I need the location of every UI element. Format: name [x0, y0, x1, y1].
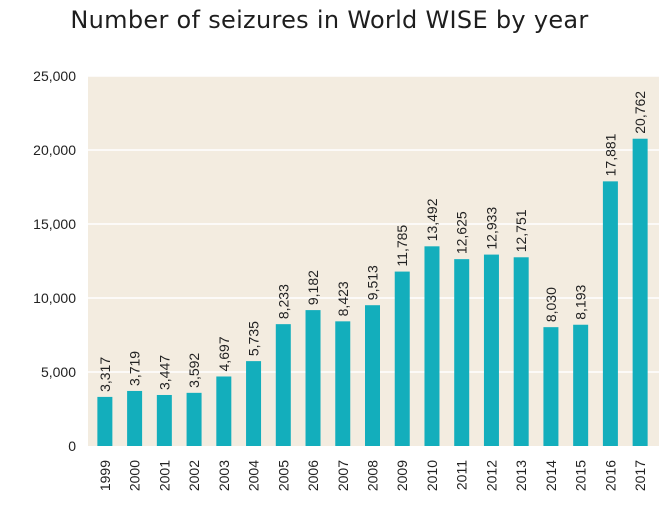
x-tick-label: 2013: [513, 460, 529, 491]
y-tick-label: 10,000: [33, 290, 76, 306]
y-tick-label: 25,000: [33, 68, 76, 84]
bar-2008: [365, 305, 380, 446]
x-tick-label: 2000: [127, 460, 143, 491]
value-label: 11,785: [394, 225, 410, 267]
value-label: 9,182: [305, 270, 321, 305]
y-tick-label: 5,000: [41, 364, 76, 380]
x-tick-label: 2011: [454, 460, 470, 490]
bar-2015: [573, 324, 589, 446]
x-tick-label: 2003: [216, 460, 232, 491]
x-tick-label: 2017: [632, 460, 648, 491]
bar-2007: [335, 321, 351, 446]
value-label: 8,233: [275, 284, 291, 319]
bar-2012: [483, 254, 499, 446]
bar-2016: [602, 181, 618, 446]
bar-2014: [543, 327, 559, 446]
value-label: 12,625: [454, 211, 470, 254]
value-label: 5,735: [246, 321, 262, 356]
x-tick-label: 2015: [573, 460, 589, 491]
y-tick-label: 15,000: [33, 216, 76, 232]
bar-2011: [454, 259, 470, 446]
value-label: 4,697: [216, 336, 232, 371]
value-label: 3,317: [97, 357, 113, 392]
x-tick-label: 2002: [186, 460, 202, 491]
value-label: 9,513: [365, 265, 381, 300]
bar-1999: [97, 396, 113, 446]
x-tick-label: 2014: [543, 460, 559, 491]
x-tick-label: 2006: [305, 460, 321, 491]
value-label: 3,447: [156, 355, 172, 390]
x-tick-label: 2012: [483, 460, 499, 491]
bar-2009: [394, 271, 410, 446]
y-tick-label: 0: [68, 438, 76, 454]
bar-2002: [186, 392, 202, 446]
bar-2001: [156, 394, 172, 446]
bar-2003: [216, 376, 232, 446]
bar-2005: [275, 324, 291, 446]
value-label: 8,423: [335, 281, 351, 316]
x-tick-label: 2008: [365, 460, 381, 491]
x-tick-label: 1999: [97, 460, 113, 491]
value-label: 12,751: [513, 209, 529, 252]
chart-title: Number of seizures in World WISE by year: [70, 6, 589, 34]
value-label: 13,492: [424, 198, 440, 241]
bar-2004: [246, 361, 262, 446]
value-label: 8,030: [543, 287, 559, 322]
x-tick-label: 2010: [424, 460, 440, 491]
x-tick-label: 2001: [156, 460, 172, 491]
x-tick-label: 2009: [394, 460, 410, 491]
bar-2017: [632, 138, 648, 446]
x-tick-label: 2005: [275, 460, 291, 491]
x-tick-label: 2004: [246, 460, 262, 491]
value-label: 20,762: [632, 91, 648, 134]
value-label: 12,933: [483, 207, 499, 250]
value-label: 17,881: [602, 133, 618, 176]
value-label: 3,592: [186, 353, 202, 388]
value-label: 8,193: [573, 284, 589, 319]
y-tick-label: 20,000: [33, 142, 76, 158]
bar-2013: [513, 257, 529, 446]
value-label: 3,719: [127, 351, 143, 386]
bar-2010: [424, 246, 440, 446]
bar-2000: [127, 390, 143, 446]
x-tick-label: 2007: [335, 460, 351, 491]
x-tick-label: 2016: [602, 460, 618, 491]
bar-2006: [305, 310, 321, 446]
